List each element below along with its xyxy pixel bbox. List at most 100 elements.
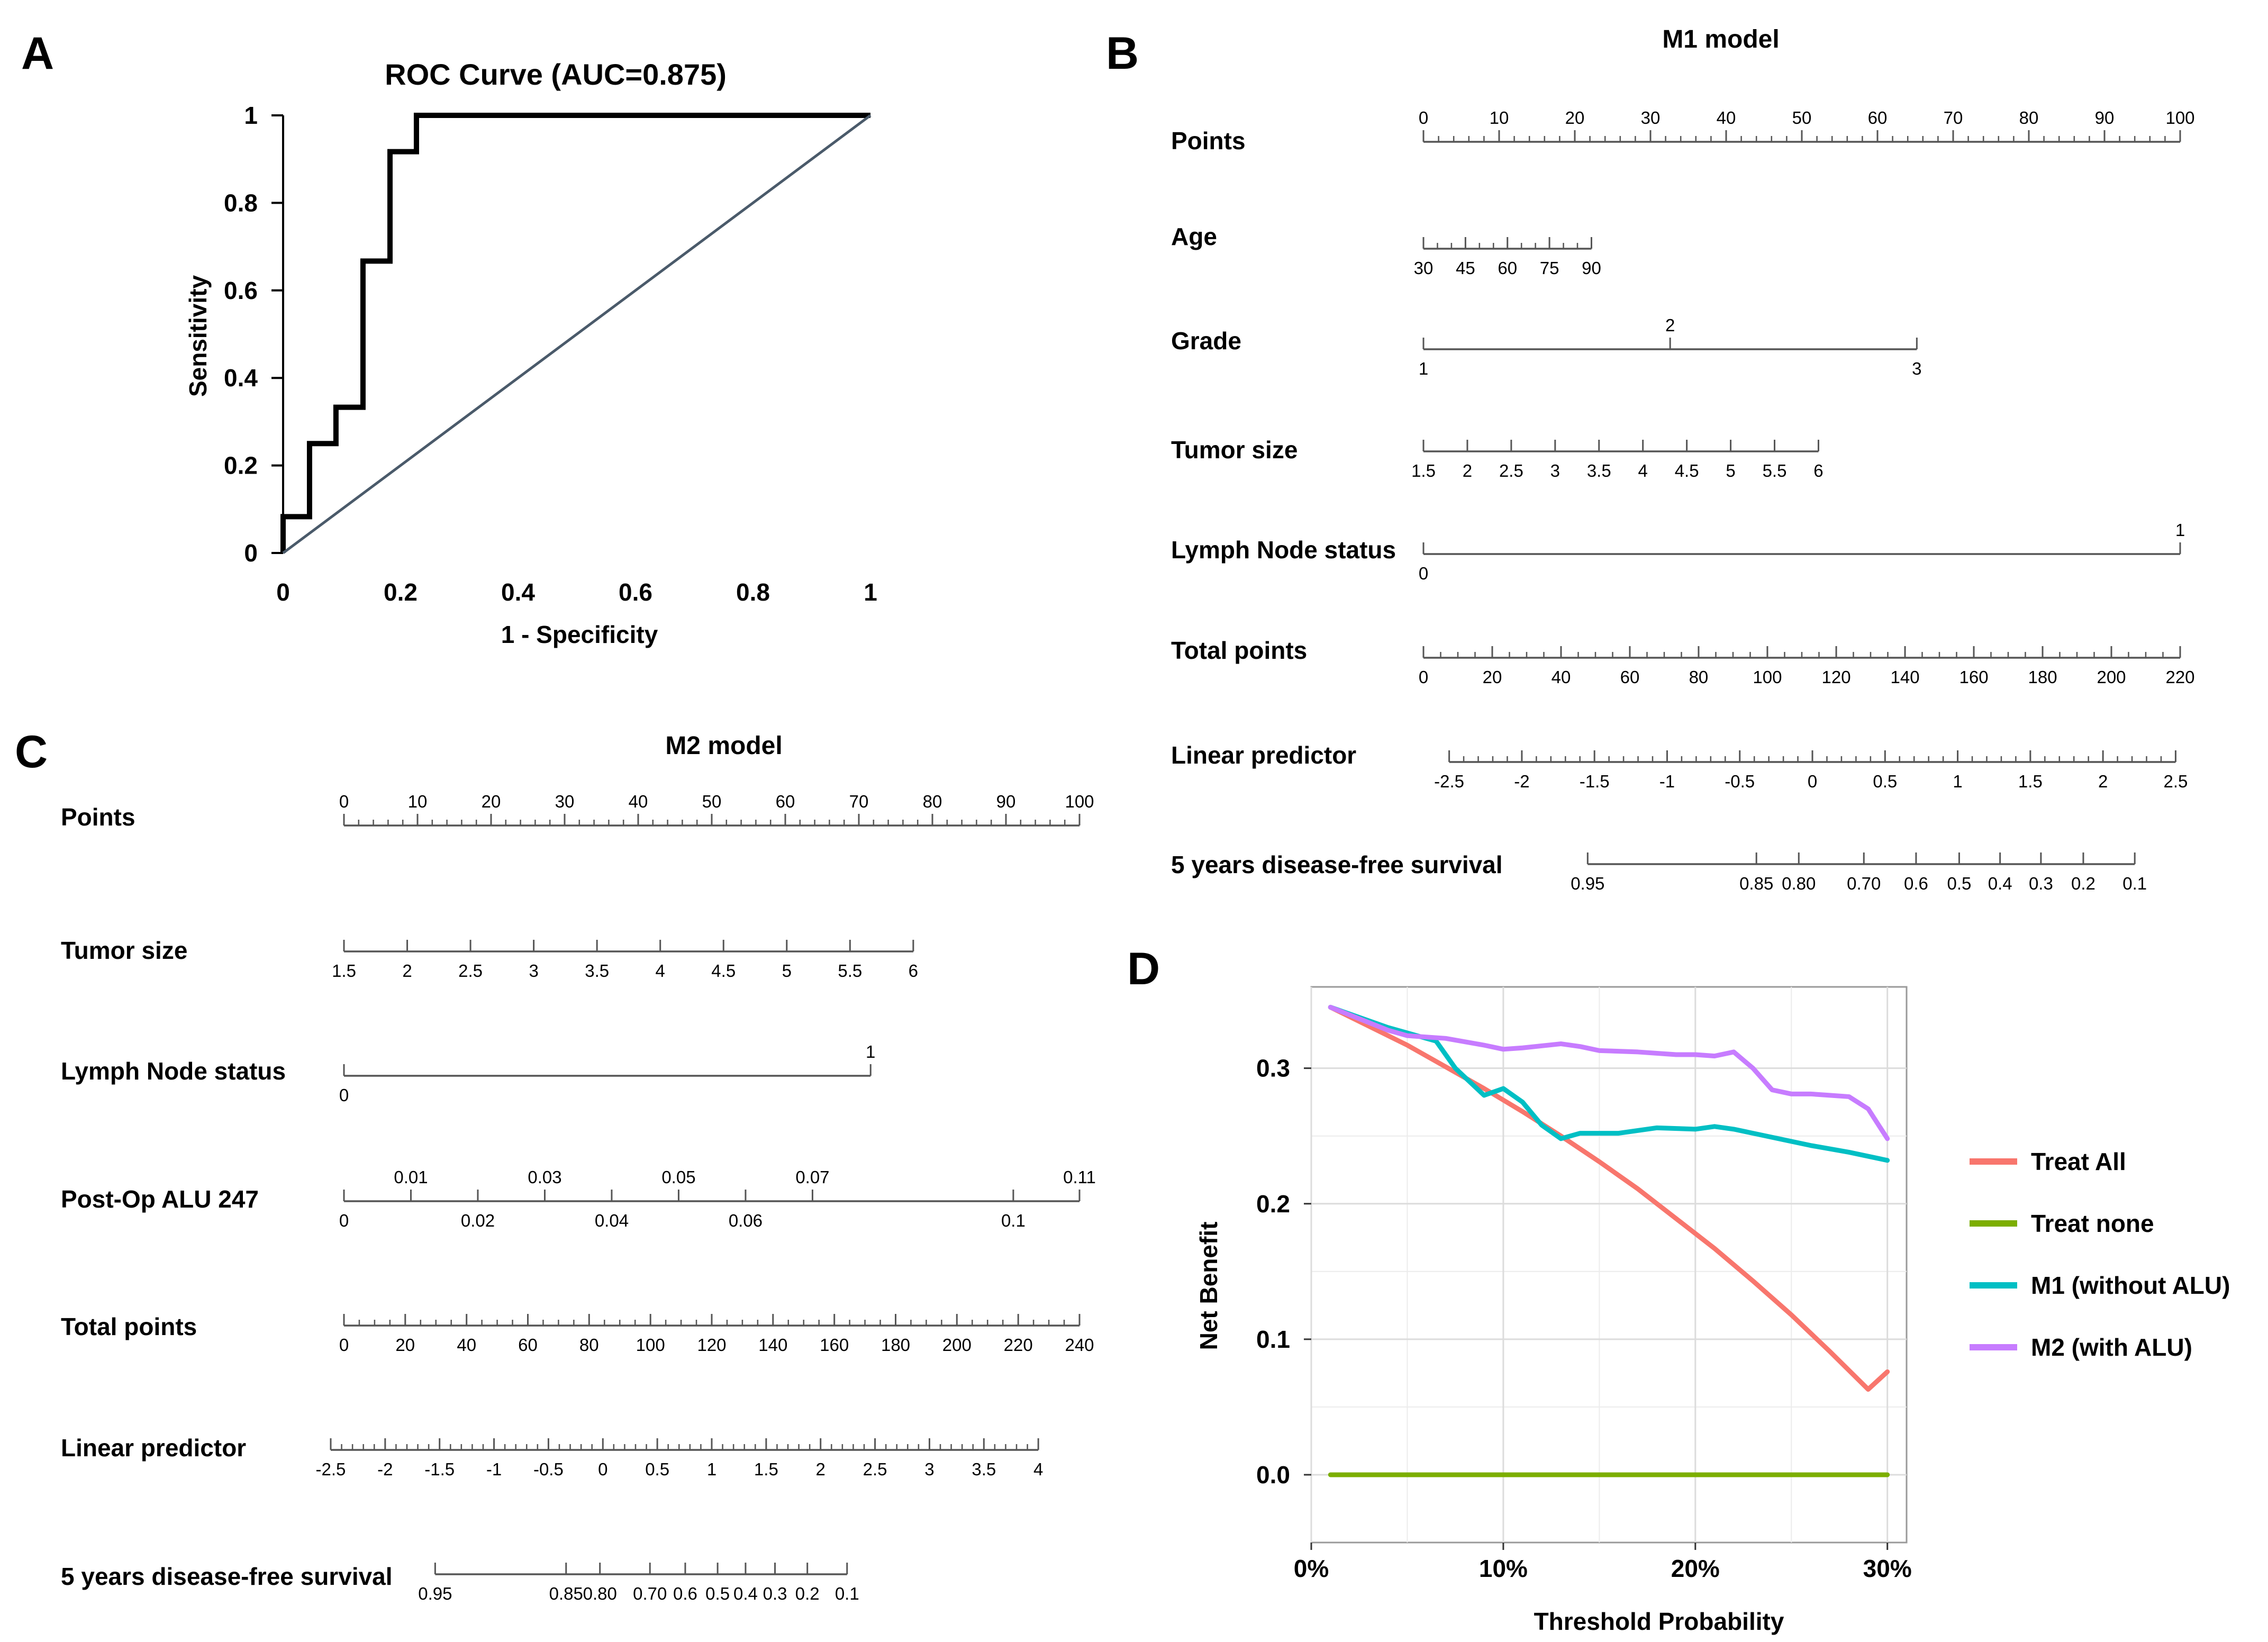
roc-y-tick-label: 1 <box>244 102 258 129</box>
nomogram-tick-label: 0.06 <box>729 1211 763 1230</box>
nomogram-tick-label: 160 <box>820 1335 849 1355</box>
nomogram-tick-label: 0.6 <box>1904 874 1928 893</box>
nomogram-tick-label: 0.80 <box>583 1584 617 1603</box>
nomogram-tick-label: 220 <box>2165 667 2194 687</box>
nomogram-tick-label: 0.11 <box>1063 1167 1096 1187</box>
nomogram-tick-label: 0 <box>339 1335 349 1355</box>
nomogram-tick-label: -2 <box>377 1459 393 1479</box>
nomogram-tick-label: 60 <box>1498 258 1517 278</box>
nomogram-row: Total points 0 20 40 60 80 100 120 140 160 180 200 2… <box>1171 637 2195 687</box>
nomogram-tick-label: -1 <box>486 1459 502 1479</box>
nomogram-tick-label: -2 <box>1514 772 1529 791</box>
roc-curve-line <box>280 113 870 553</box>
nomogram-tick-label: 80 <box>923 792 942 811</box>
nomogram-row: 5 years disease-free survival 0.95 0.85 0.8… <box>1171 851 2147 893</box>
dca-x-tick-label: 30% <box>1863 1555 1912 1582</box>
decision-curve-chart: 0% 10% 20% 30% 0.0 0.1 0.2 0.3 Threshold Probab… <box>1195 986 2230 1635</box>
dca-x-axis-title: Threshold Probability <box>1534 1608 1784 1635</box>
nomogram-tick-label: -1.5 <box>424 1459 455 1479</box>
nomogram-tick-label: 0 <box>339 1085 349 1105</box>
nomogram-tick-label: 1 <box>1953 772 1962 791</box>
nomogram-tick-label: 200 <box>942 1335 972 1355</box>
nomogram-tick-label: 3.5 <box>585 961 609 981</box>
nomogram-tick-label: 40 <box>1717 108 1736 128</box>
nomogram-row-label: Lymph Node status <box>61 1057 286 1085</box>
roc-title: ROC Curve (AUC=0.875) <box>385 58 727 91</box>
nomogram-tick-label: 240 <box>1065 1335 1094 1355</box>
nomogram-tick-label: 0.1 <box>1001 1211 1026 1230</box>
panel-letter-b: B <box>1106 28 1139 79</box>
dca-x-tick-label: 20% <box>1671 1555 1720 1582</box>
nomogram-tick-label: 0.4 <box>1988 874 2012 893</box>
roc-x-tick-label: 0.2 <box>384 578 418 606</box>
roc-y-tick-label: 0.2 <box>224 452 258 479</box>
nomogram-tick-label: 40 <box>629 792 648 811</box>
nomogram-tick-label: 0 <box>1419 667 1428 687</box>
dca-legend: Treat All Treat none M1 (without ALU) M2 (w… <box>1970 1148 2230 1361</box>
nomogram-tick-label: -0.5 <box>1725 772 1755 791</box>
roc-x-tick-label: 1 <box>864 578 877 606</box>
nomogram-tick-label: 2 <box>2098 772 2108 791</box>
dca-series-line <box>1328 1004 1890 1163</box>
nomogram-tick-label: 1.5 <box>754 1459 778 1479</box>
nomogram-tick-label: -1 <box>1659 772 1675 791</box>
nomogram-row: Tumor size 1.5 2 2.5 3 3.5 4 4.5 5 5.5 6 <box>61 937 918 981</box>
nomogram-tick-label: 0 <box>598 1459 607 1479</box>
nomogram-tick-label: 2 <box>816 1459 825 1479</box>
nomogram-row: Lymph Node status 0 1 <box>61 1042 875 1105</box>
panel-letter-c: C <box>15 727 48 777</box>
nomogram-tick-label: 0.03 <box>528 1167 561 1187</box>
nomogram-tick-label: 0 <box>339 792 349 811</box>
nomogram-row: Points 0 10 20 30 40 50 60 70 80 90 100 <box>61 792 1094 831</box>
panel-letter-a: A <box>21 28 54 79</box>
nomogram-tick-label: 0.95 <box>1571 874 1604 893</box>
nomogram-tick-label: 30 <box>1641 108 1661 128</box>
dca-plot-area: 0% 10% 20% 30% 0.0 0.1 0.2 0.3 <box>1256 986 1912 1582</box>
nomogram-row: Grade 1 2 3 <box>1171 315 1922 378</box>
nomogram-tick-label: 0.5 <box>705 1584 730 1603</box>
nomogram-tick-label: 220 <box>1004 1335 1033 1355</box>
dca-legend-label: Treat All <box>2031 1148 2126 1175</box>
nomogram-tick-label: 180 <box>881 1335 910 1355</box>
nomogram-tick-label: 3 <box>1550 461 1560 480</box>
dca-legend-label: M1 (without ALU) <box>2031 1272 2230 1299</box>
roc-y-axis-title: Sensitivity <box>184 275 212 397</box>
roc-y-tick-label: 0.4 <box>224 364 258 392</box>
nomogram-tick-label: 180 <box>2028 667 2057 687</box>
dca-y-tick-label: 0.3 <box>1256 1055 1290 1082</box>
roc-x-tick-label: 0.8 <box>736 578 770 606</box>
nomogram-tick-label: 0.1 <box>2122 874 2147 893</box>
nomogram-tick-label: 0.85 <box>1739 874 1773 893</box>
dca-series-line <box>1328 1004 1890 1141</box>
nomogram-tick-label: 120 <box>697 1335 726 1355</box>
nomogram-tick-label: 20 <box>1565 108 1585 128</box>
roc-x-tick-label: 0.6 <box>619 578 652 606</box>
nomogram-tick-label: 75 <box>1540 258 1559 278</box>
nomogram-row-label: Tumor size <box>1171 436 1298 464</box>
nomogram-row-label: Lymph Node status <box>1171 536 1396 564</box>
nomogram-row-label: Total points <box>61 1313 197 1340</box>
nomogram-row: Post-Op ALU 247 0 0.01 0.02 0.03 0.04 0.05 0.06… <box>61 1167 1096 1230</box>
nomogram-tick-label: 0.1 <box>835 1584 859 1603</box>
nomogram-tick-label: 4.5 <box>1675 461 1699 480</box>
roc-marks <box>280 113 872 555</box>
nomogram-tick-label: 1 <box>707 1459 716 1479</box>
nomogram-tick-label: 5 <box>1726 461 1735 480</box>
nomogram-row-label: Linear predictor <box>61 1434 246 1462</box>
nomogram-tick-label: 20 <box>482 792 501 811</box>
nomogram-tick-label: 2.5 <box>863 1459 887 1479</box>
nomogram-tick-label: 0 <box>339 1211 349 1230</box>
nomogram-tick-label: 0.04 <box>595 1211 629 1230</box>
roc-x-tick-label: 0 <box>276 578 290 606</box>
nomogram-row-label: Points <box>61 803 135 831</box>
dca-y-tick-label: 0.1 <box>1256 1326 1290 1353</box>
nomogram-tick-label: 6 <box>909 961 918 981</box>
nomogram-tick-label: 80 <box>2019 108 2039 128</box>
nomogram-tick-label: 50 <box>702 792 722 811</box>
nomogram-tick-label: 0.05 <box>661 1167 695 1187</box>
nomogram-tick-label: 0.07 <box>795 1167 829 1187</box>
dca-y-axis-title: Net Benefit <box>1195 1222 1222 1350</box>
nomogram-tick-label: 30 <box>1414 258 1434 278</box>
